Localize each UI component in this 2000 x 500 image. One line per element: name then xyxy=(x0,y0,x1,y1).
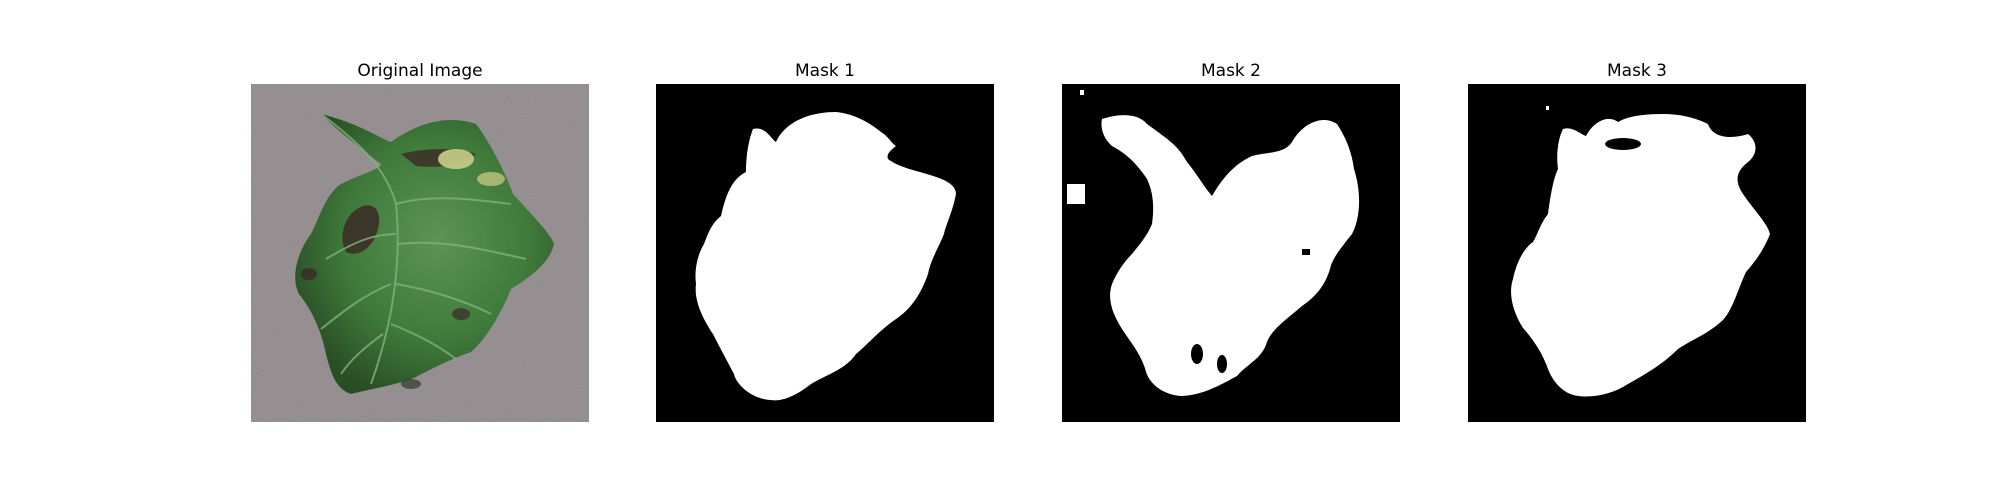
mask-2-speck xyxy=(1080,90,1084,95)
original-image xyxy=(251,84,589,422)
lesion-7 xyxy=(401,379,421,389)
panel-mask-1: Mask 1 xyxy=(656,58,994,422)
lesion-6 xyxy=(452,308,470,320)
mask-1-image xyxy=(656,84,994,422)
lesion-5 xyxy=(301,268,317,280)
mask-2-speck xyxy=(1067,184,1085,204)
mask-2-hole xyxy=(1191,344,1203,364)
panel-title: Mask 2 xyxy=(1200,61,1261,81)
mask-1 xyxy=(656,84,994,422)
panel-original-image: Original Image xyxy=(251,58,589,422)
mask-2-hole xyxy=(1217,355,1227,373)
mask-3 xyxy=(1468,84,1806,422)
lesion-1 xyxy=(342,205,380,254)
mask-3-region xyxy=(1511,114,1770,397)
mask-2-hole xyxy=(1227,136,1257,148)
mask-3-image xyxy=(1468,84,1806,422)
panel-mask-2: Mask 2 xyxy=(1062,58,1400,422)
mask-2-image xyxy=(1062,84,1400,422)
panel-title: Mask 1 xyxy=(794,61,855,81)
leaf-photo xyxy=(251,84,589,422)
lesion-4 xyxy=(477,172,505,186)
mask-3-speck xyxy=(1546,106,1549,110)
mask-2-speck xyxy=(1302,249,1310,255)
panel-mask-3: Mask 3 xyxy=(1468,58,1806,422)
mask-1-region xyxy=(695,112,956,401)
leaf-veins xyxy=(320,113,527,385)
panel-title: Original Image xyxy=(357,61,483,81)
mask-2-region xyxy=(1101,115,1360,397)
panel-title: Mask 3 xyxy=(1606,61,1667,81)
lesion-3 xyxy=(438,149,474,169)
mask-3-hole xyxy=(1605,138,1641,150)
mask-2 xyxy=(1062,84,1400,422)
